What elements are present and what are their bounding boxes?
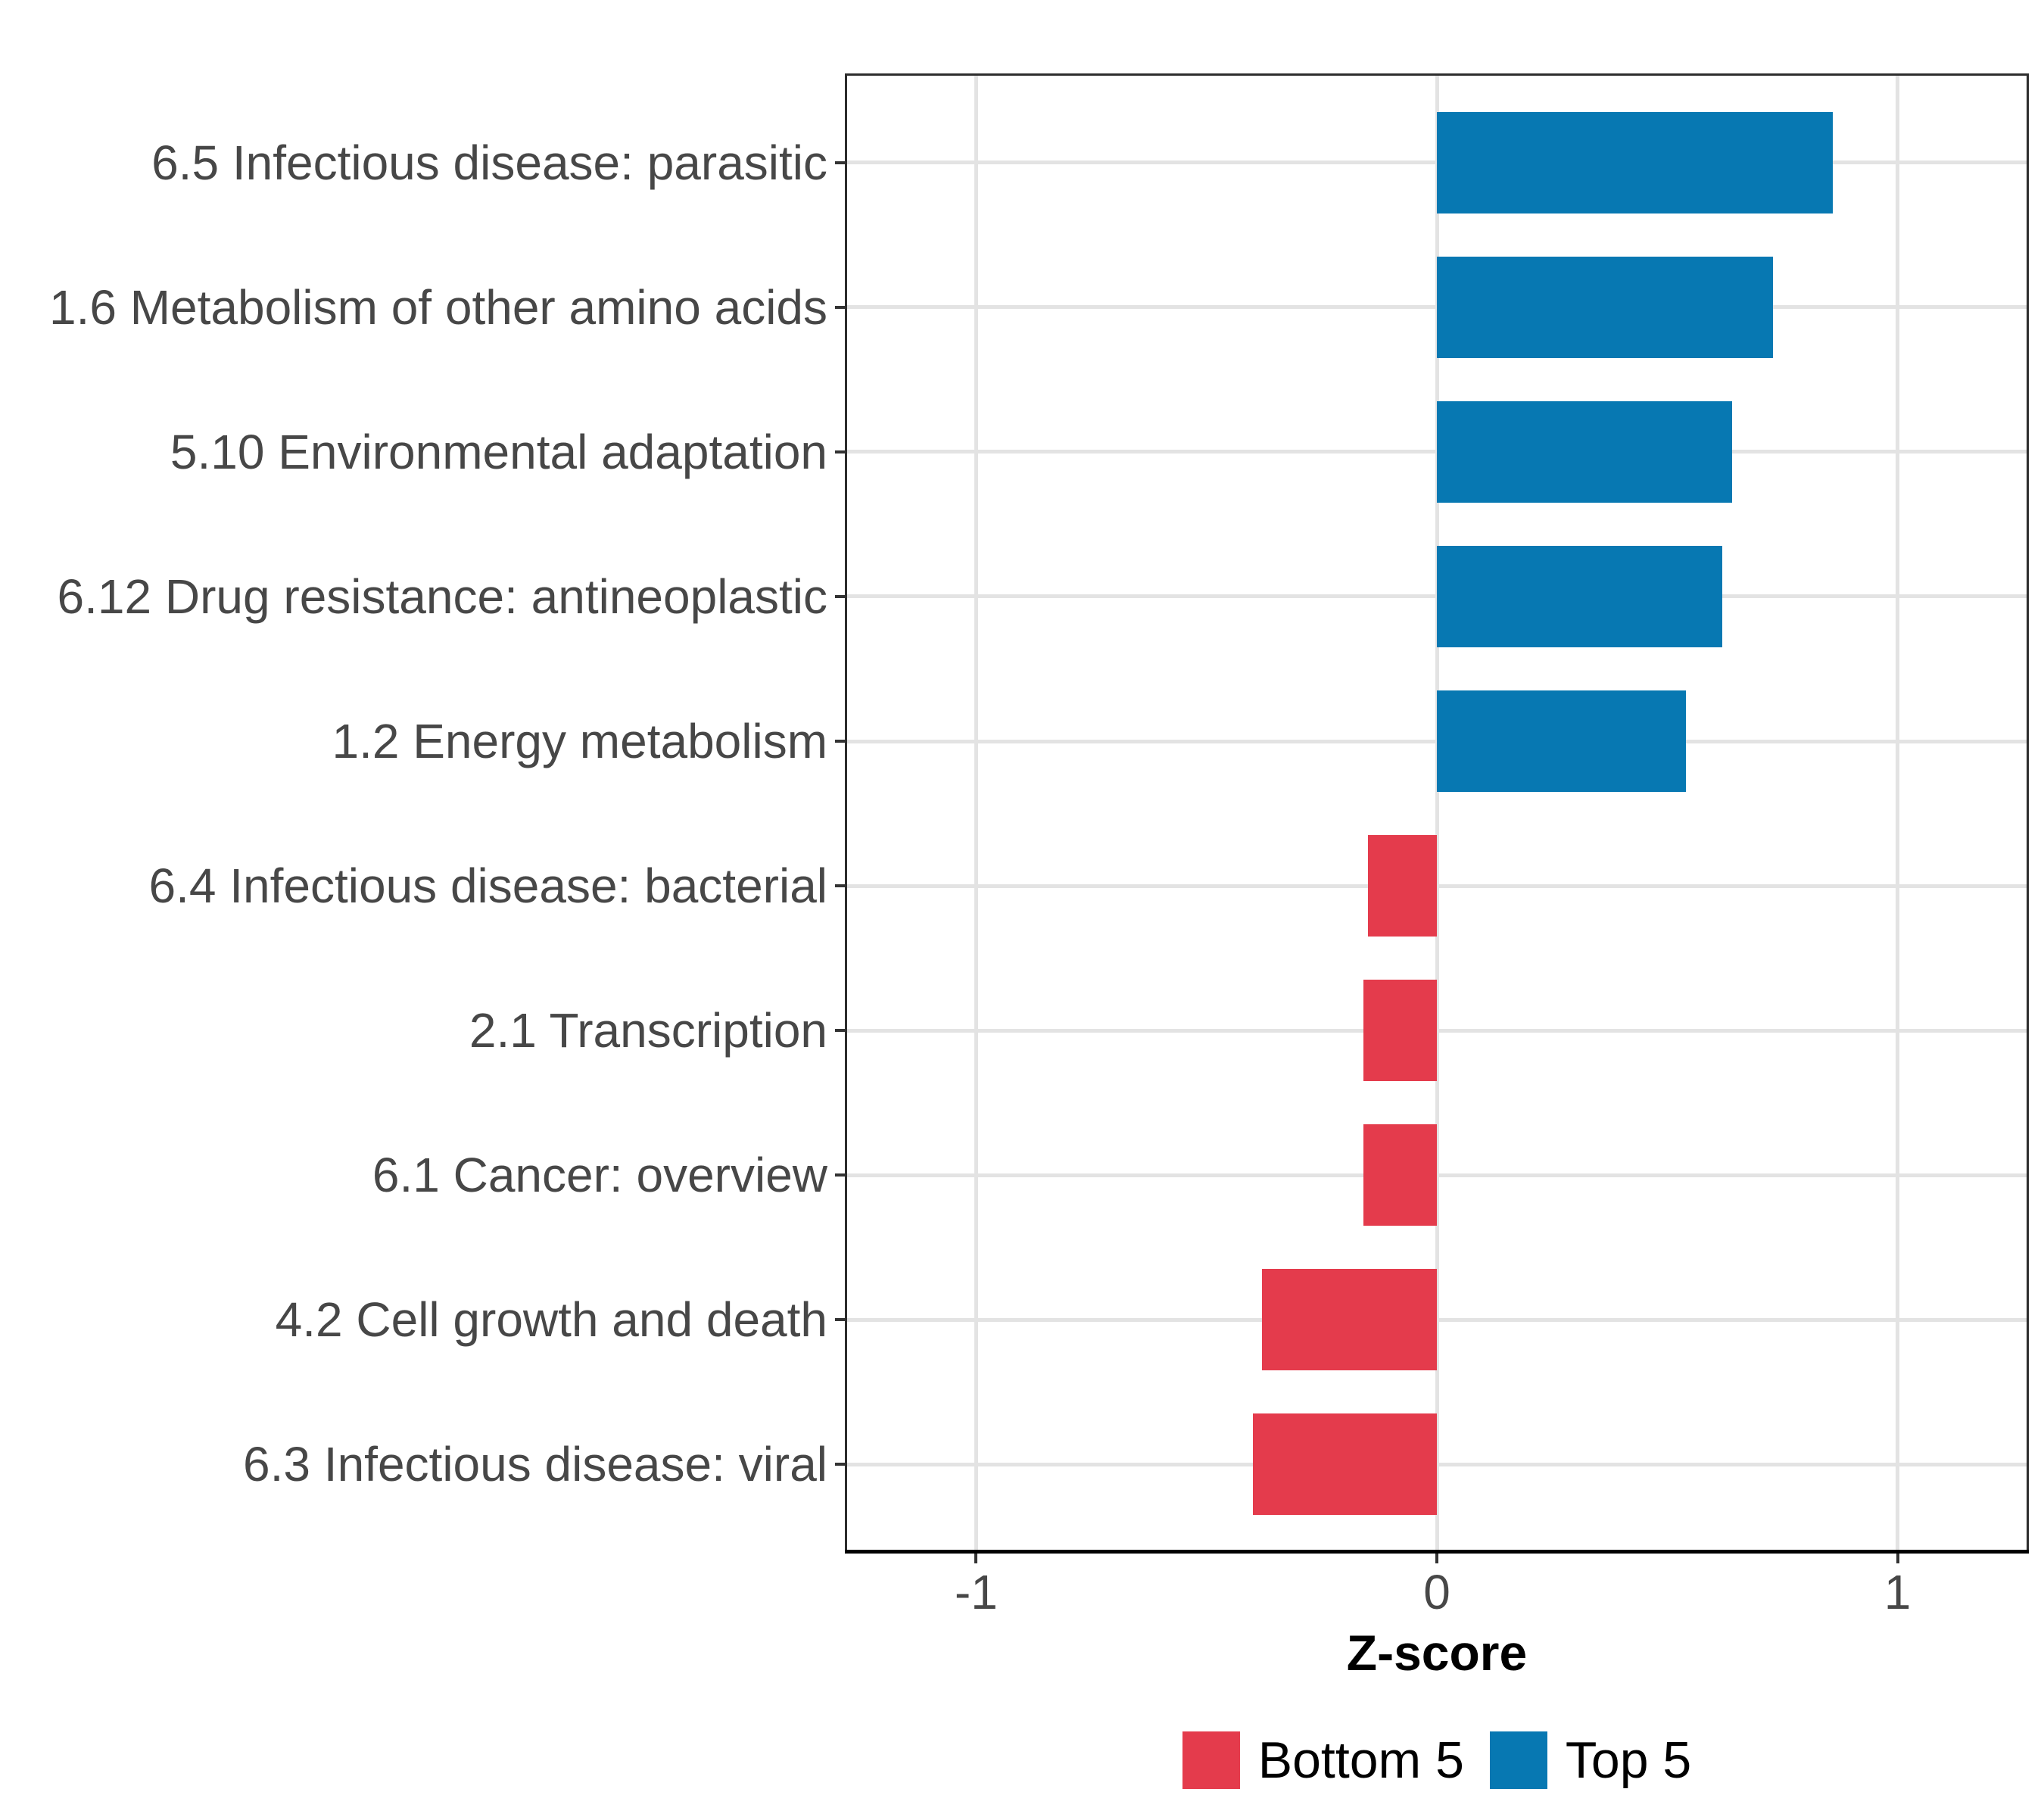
bar <box>1437 111 1834 213</box>
gridline-y <box>847 884 2027 888</box>
y-tick-mark <box>835 594 845 598</box>
y-tick-mark <box>835 1463 845 1466</box>
gridline-y <box>847 1317 2027 1322</box>
bar <box>1363 1124 1437 1226</box>
legend-key <box>1182 1731 1240 1789</box>
gridline-x <box>1435 76 1439 1551</box>
y-tick-mark <box>835 450 845 453</box>
x-tick-mark <box>974 1554 978 1563</box>
y-tick-mark <box>835 1318 845 1322</box>
bar <box>1367 835 1437 937</box>
x-tick-label: 0 <box>1423 1565 1450 1619</box>
y-axis-label: 1.2 Energy metabolism <box>332 714 827 768</box>
gridline-y <box>847 1462 2027 1466</box>
y-tick-mark <box>835 1173 845 1177</box>
y-axis-label: 4.2 Cell growth and death <box>275 1292 827 1348</box>
y-tick-mark <box>835 884 845 887</box>
y-axis-label: 6.3 Infectious disease: viral <box>243 1437 827 1492</box>
x-tick-mark <box>1896 1554 1899 1563</box>
gridline-x <box>1896 76 1900 1551</box>
legend-key <box>1489 1731 1547 1789</box>
x-tick-label: -1 <box>954 1565 998 1619</box>
bar <box>1437 545 1723 647</box>
bar <box>1261 1269 1437 1371</box>
y-axis-label: 6.4 Infectious disease: bacterial <box>148 859 827 913</box>
legend: Bottom 5 Top 5 <box>847 1728 2027 1792</box>
y-axis-label: 6.5 Infectious disease: parasitic <box>151 135 827 190</box>
y-axis-label: 6.1 Cancer: overview <box>372 1148 827 1203</box>
y-tick-mark <box>835 161 845 164</box>
bar <box>1363 980 1437 1082</box>
gridline-x <box>974 76 978 1551</box>
gridline-y <box>847 1173 2027 1177</box>
legend-label: Top 5 <box>1565 1731 1692 1789</box>
y-axis-label: 1.6 Metabolism of other amino acids <box>48 279 827 335</box>
x-axis-line <box>845 1550 2029 1554</box>
y-axis-label: 2.1 Transcription <box>469 1003 827 1058</box>
y-axis-label: 5.10 Environmental adaptation <box>170 424 827 479</box>
legend-item: Bottom 5 <box>1182 1731 1464 1790</box>
y-tick-mark <box>835 740 845 743</box>
bar <box>1437 256 1774 358</box>
x-axis-title: Z-score <box>1346 1625 1528 1681</box>
gridline-y <box>847 1028 2027 1033</box>
bar <box>1252 1413 1437 1516</box>
bar <box>1437 690 1686 792</box>
legend-label: Bottom 5 <box>1257 1731 1464 1789</box>
bar <box>1437 400 1732 503</box>
x-tick-mark <box>1435 1554 1438 1563</box>
y-tick-mark <box>835 305 845 309</box>
legend-item: Top 5 <box>1489 1731 1692 1790</box>
y-tick-mark <box>835 1029 845 1033</box>
plot-panel <box>847 76 2027 1551</box>
x-tick-label: 1 <box>1884 1565 1912 1619</box>
y-axis-label: 6.12 Drug resistance: antineoplastic <box>57 569 827 624</box>
